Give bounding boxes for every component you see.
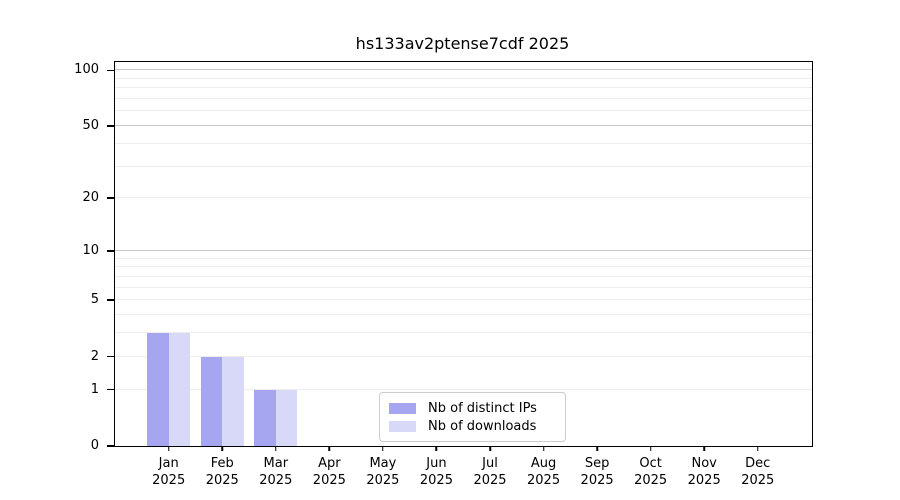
bar-downloads-mar: [275, 389, 298, 446]
x-tick-apr: [328, 446, 331, 451]
x-tick-year: 2025: [580, 473, 614, 488]
x-tick-month: Dec: [745, 456, 771, 471]
x-tick-feb: [221, 446, 223, 451]
y-tick-10: [106, 250, 114, 252]
x-tick-label-dec: Dec 2025: [741, 455, 774, 489]
legend-label: Nb of distinct IPs: [428, 400, 537, 416]
x-tick-sep: [596, 446, 598, 451]
y-tick-label-5: 5: [90, 292, 99, 308]
bar-distinct-ips-jan: [147, 333, 169, 446]
x-tick-year: 2025: [687, 473, 721, 488]
x-tick-label-feb: Feb 2025: [206, 455, 239, 489]
y-tick-0: [106, 445, 114, 447]
y-tick-label-100: 100: [74, 62, 99, 78]
x-tick-month: Apr: [318, 456, 341, 471]
gridline-minor-80: [115, 87, 812, 89]
gridline-major-50: [115, 125, 812, 127]
y-tick-20: [106, 197, 114, 199]
gridline-major-100: [115, 69, 812, 71]
gridline-minor-5: [115, 299, 812, 301]
x-tick-year: 2025: [366, 473, 400, 488]
x-tick-month: Sep: [584, 456, 610, 471]
y-tick-2: [106, 355, 114, 358]
x-tick-month: May: [369, 456, 397, 471]
legend-swatch-icon: [389, 420, 416, 432]
gridline-minor-7: [115, 275, 812, 277]
legend-row-distinct-ips: Nb of distinct IPs: [389, 399, 556, 417]
legend: Nb of distinct IPs Nb of downloads: [379, 392, 566, 442]
x-tick-label-sep: Sep 2025: [581, 455, 614, 489]
x-tick-label-jun: Jun 2025: [420, 455, 453, 489]
gridline-minor-4: [115, 314, 812, 316]
x-tick-year: 2025: [152, 473, 186, 488]
x-tick-month: Aug: [530, 456, 557, 471]
x-tick-dec: [757, 446, 759, 451]
gridline-minor-2: [115, 355, 812, 357]
x-tick-label-jan: Jan 2025: [152, 455, 185, 489]
x-tick-aug: [542, 446, 545, 451]
x-tick-jun: [435, 446, 438, 451]
x-tick-year: 2025: [205, 473, 239, 488]
y-tick-5: [106, 299, 114, 301]
y-tick-label-20: 20: [82, 190, 99, 206]
x-tick-label-apr: Apr 2025: [313, 455, 346, 489]
x-tick-year: 2025: [312, 473, 346, 488]
x-tick-month: Mar: [263, 456, 289, 471]
y-tick-label-50: 50: [82, 118, 99, 134]
bar-downloads-feb: [222, 356, 244, 446]
y-tick-1: [106, 388, 114, 391]
x-tick-nov: [703, 446, 705, 451]
gridline-minor-1: [115, 388, 812, 390]
gridline-minor-40: [115, 142, 812, 144]
x-tick-year: 2025: [473, 473, 507, 488]
gridline-major-10: [115, 249, 812, 251]
x-tick-may: [382, 446, 384, 451]
x-tick-jul: [489, 446, 491, 451]
x-tick-month: Jan: [158, 456, 179, 471]
x-tick-month: Oct: [639, 456, 662, 471]
gridline-minor-3: [115, 332, 812, 334]
y-tick-50: [106, 125, 114, 127]
bar-downloads-jan: [168, 333, 191, 446]
legend-swatch-icon: [389, 402, 416, 414]
x-tick-year: 2025: [527, 473, 561, 488]
x-tick-year: 2025: [259, 473, 293, 488]
gridline-minor-20: [115, 197, 812, 199]
gridline-minor-90: [115, 77, 812, 79]
plot-area: 0 1 2 5 10 20 50 100 Jan 2025 Feb 2025 Mar 2025 Apr 202…: [74, 61, 813, 488]
y-tick-label-0: 0: [90, 438, 99, 453]
y-tick-label-1: 1: [90, 381, 99, 397]
y-tick-label-10: 10: [82, 242, 99, 258]
legend-label: Nb of downloads: [428, 418, 537, 434]
y-tick-100: [106, 69, 114, 72]
x-tick-label-mar: Mar 2025: [259, 455, 292, 489]
x-tick-month: Jul: [482, 456, 498, 471]
y-tick-label-2: 2: [90, 348, 99, 364]
gridline-minor-9: [115, 257, 812, 259]
gridline-minor-8: [115, 266, 812, 268]
x-tick-label-oct: Oct 2025: [634, 455, 667, 489]
x-tick-jan: [167, 446, 170, 451]
gridline-minor-30: [115, 165, 812, 167]
bar-distinct-ips-feb: [200, 356, 223, 446]
bar-distinct-ips-mar: [254, 389, 276, 446]
gridline-minor-70: [115, 98, 812, 100]
x-tick-year: 2025: [741, 473, 775, 488]
gridline-minor-6: [115, 286, 812, 288]
x-tick-mar: [275, 446, 277, 451]
x-tick-oct: [649, 446, 652, 451]
x-tick-year: 2025: [634, 473, 668, 488]
x-tick-month: Nov: [691, 456, 717, 471]
gridline-minor-60: [115, 110, 812, 112]
x-tick-year: 2025: [419, 473, 453, 488]
x-tick-month: Jun: [426, 456, 447, 471]
x-tick-label-nov: Nov 2025: [688, 455, 721, 489]
legend-row-downloads: Nb of downloads: [389, 417, 556, 435]
x-tick-label-aug: Aug 2025: [527, 455, 560, 489]
x-tick-label-may: May 2025: [366, 455, 399, 489]
x-tick-label-jul: Jul 2025: [473, 455, 506, 489]
x-tick-month: Feb: [210, 456, 234, 471]
chart-title: hs133av2ptense7cdf 2025: [355, 34, 570, 53]
